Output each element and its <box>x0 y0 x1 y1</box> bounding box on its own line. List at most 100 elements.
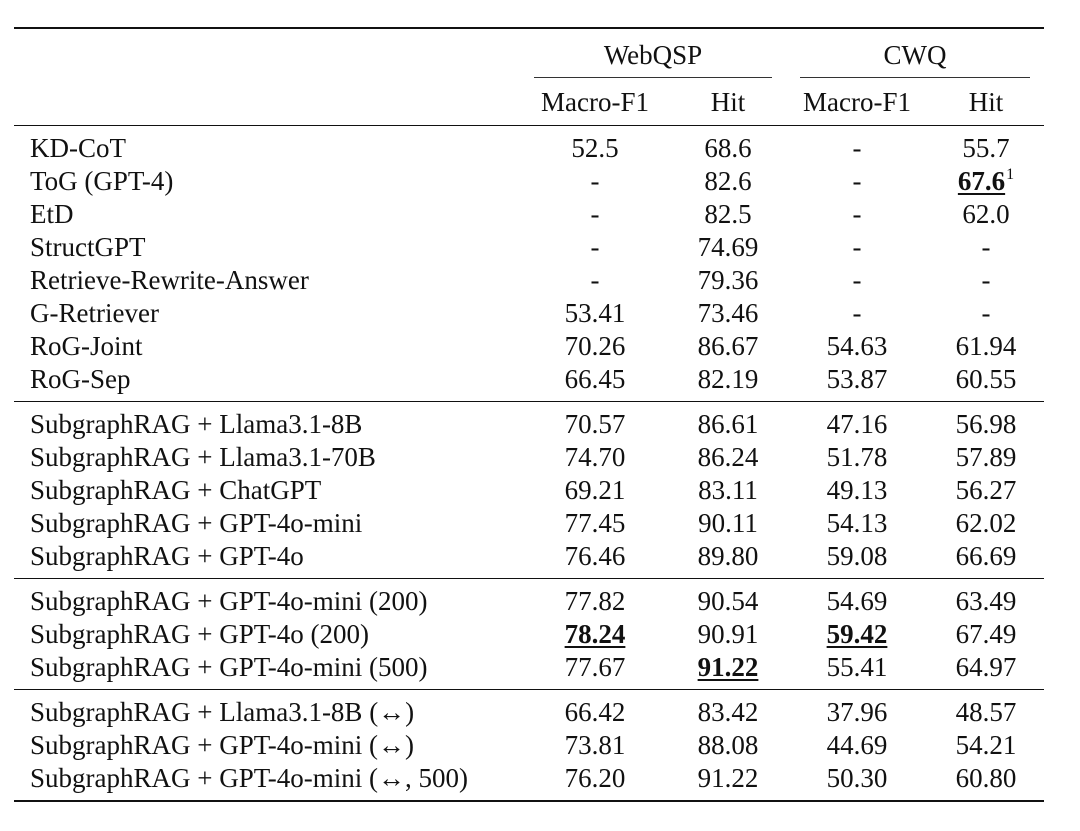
cell-value: 77.67 <box>564 651 626 682</box>
method-name-cell: SubgraphRAG + GPT-4o-mini (↔, 500) <box>30 762 468 793</box>
cwq-hit-cell: 64.97 <box>928 651 1044 690</box>
cell-value: 54.63 <box>826 330 888 361</box>
webqsp-hit-cell: 82.19 <box>670 363 786 402</box>
method-name-cell: Retrieve-Rewrite-Answer <box>30 264 309 295</box>
cell-value: - <box>981 231 991 262</box>
webqsp-hit-cell: 79.36 <box>670 264 786 297</box>
cwq-macro-f1-cell: 55.41 <box>786 651 928 690</box>
cell-value: 91.22 <box>697 762 759 793</box>
cell-value: - <box>981 297 991 328</box>
cwq-macro-f1-cell: - <box>786 264 928 297</box>
cell-value: - <box>590 198 600 229</box>
cwq-macro-f1-cell: 50.30 <box>786 762 928 801</box>
cell-value: 74.70 <box>564 441 626 472</box>
cell-value: 61.94 <box>955 330 1017 361</box>
webqsp-macro-f1-cell: - <box>520 264 670 297</box>
webqsp-hit-cell: 68.6 <box>670 125 786 165</box>
cell-value: 70.57 <box>564 408 626 439</box>
cwq-hit-cell: - <box>928 297 1044 330</box>
cwq-macro-f1-cell: 59.42 <box>786 618 928 651</box>
method-name-cell: SubgraphRAG + GPT-4o-mini (200) <box>30 585 428 616</box>
cwq-hit-cell: 66.69 <box>928 540 1044 579</box>
webqsp-hit-cell: 91.22 <box>670 762 786 801</box>
header-method-blank <box>14 28 520 78</box>
header-webqsp-macro-f1: Macro-F1 <box>541 86 649 117</box>
footnote-marker: 1 <box>1006 165 1015 183</box>
cell-value: 54.21 <box>955 729 1017 760</box>
table-row: RoG-Sep 66.45 82.19 53.87 60.55 <box>14 363 1044 402</box>
cwq-hit-cell: 56.98 <box>928 401 1044 441</box>
cell-value: 86.61 <box>697 408 759 439</box>
cwq-macro-f1-cell: 53.87 <box>786 363 928 402</box>
method-name-cell: SubgraphRAG + Llama3.1-70B <box>30 441 376 472</box>
cell-value: 79.36 <box>697 264 759 295</box>
cell-value: 90.91 <box>697 618 759 649</box>
cell-value: 77.45 <box>564 507 626 538</box>
cwq-hit-cell: 55.7 <box>928 125 1044 165</box>
table-row: StructGPT - 74.69 - - <box>14 231 1044 264</box>
cwq-hit-cell: 60.55 <box>928 363 1044 402</box>
table-row: G-Retriever 53.41 73.46 - - <box>14 297 1044 330</box>
table-header: WebQSP CWQ Macro-F1 Hit Macro-F1 Hit <box>14 28 1044 125</box>
webqsp-hit-cell: 91.22 <box>670 651 786 690</box>
table-row: KD-CoT 52.5 68.6 - 55.7 <box>14 125 1044 165</box>
table-row: SubgraphRAG + GPT-4o (200) 78.24 90.91 59.4… <box>14 618 1044 651</box>
cell-value: 56.98 <box>955 408 1017 439</box>
cell-value: 67.6 <box>957 165 1006 196</box>
cell-value: - <box>852 165 862 196</box>
webqsp-macro-f1-cell: 77.82 <box>520 578 670 618</box>
cwq-macro-f1-cell: 44.69 <box>786 729 928 762</box>
cwq-macro-f1-cell: 59.08 <box>786 540 928 579</box>
header-method-blank-2 <box>14 78 520 125</box>
cell-value: 83.11 <box>698 474 758 505</box>
webqsp-macro-f1-cell: 76.46 <box>520 540 670 579</box>
method-name-cell: SubgraphRAG + GPT-4o <box>30 540 304 571</box>
webqsp-hit-cell: 86.61 <box>670 401 786 441</box>
table-section: KD-CoT 52.5 68.6 - 55.7 ToG (GPT-4) - 82.6 - 67.6… <box>14 125 1044 401</box>
cell-value: - <box>852 231 862 262</box>
webqsp-macro-f1-cell: 70.26 <box>520 330 670 363</box>
cwq-hit-cell: - <box>928 231 1044 264</box>
table-row: RoG-Joint 70.26 86.67 54.63 61.94 <box>14 330 1044 363</box>
cwq-macro-f1-cell: 54.13 <box>786 507 928 540</box>
cell-value: 60.55 <box>955 363 1017 394</box>
cwq-macro-f1-cell: - <box>786 125 928 165</box>
cell-value: 63.49 <box>955 585 1017 616</box>
table-row: SubgraphRAG + GPT-4o-mini (↔, 500) 76.20 9… <box>14 762 1044 801</box>
webqsp-hit-cell: 90.54 <box>670 578 786 618</box>
cwq-macro-f1-cell: 37.96 <box>786 689 928 729</box>
table-row: SubgraphRAG + GPT-4o 76.46 89.80 59.08 66.69 <box>14 540 1044 579</box>
cell-value: 76.46 <box>564 540 626 571</box>
webqsp-hit-cell: 89.80 <box>670 540 786 579</box>
method-name-cell: SubgraphRAG + GPT-4o-mini (500) <box>30 651 428 682</box>
header-cwq-hit: Hit <box>968 86 1004 117</box>
cell-value: 66.69 <box>955 540 1017 571</box>
cell-value: - <box>852 198 862 229</box>
webqsp-group-rule <box>534 76 772 79</box>
cell-value: 59.08 <box>826 540 888 571</box>
table-row: SubgraphRAG + Llama3.1-70B 74.70 86.24 51.7… <box>14 441 1044 474</box>
table-row: SubgraphRAG + GPT-4o-mini (↔) 73.81 88.08 4… <box>14 729 1044 762</box>
cell-value: 86.67 <box>697 330 759 361</box>
cell-value: 62.0 <box>962 198 1010 229</box>
method-name-cell: SubgraphRAG + Llama3.1-8B <box>30 408 363 439</box>
cell-value: 70.26 <box>564 330 626 361</box>
cwq-macro-f1-cell: - <box>786 297 928 330</box>
webqsp-macro-f1-cell: 70.57 <box>520 401 670 441</box>
cell-value: 82.19 <box>697 363 759 394</box>
cwq-macro-f1-cell: 54.63 <box>786 330 928 363</box>
results-table: WebQSP CWQ Macro-F1 Hit Macro-F1 Hit KD-… <box>14 27 1044 802</box>
table-section: SubgraphRAG + Llama3.1-8B (↔) 66.42 83.42 3… <box>14 689 1044 801</box>
table-row: ToG (GPT-4) - 82.6 - 67.61 <box>14 165 1044 198</box>
cell-value: 73.46 <box>697 297 759 328</box>
webqsp-macro-f1-cell: 77.67 <box>520 651 670 690</box>
cell-value: 44.69 <box>826 729 888 760</box>
table-row: SubgraphRAG + Llama3.1-8B 70.57 86.61 47.16… <box>14 401 1044 441</box>
cwq-hit-cell: 54.21 <box>928 729 1044 762</box>
cell-value: 55.7 <box>962 132 1010 163</box>
method-name-cell: SubgraphRAG + GPT-4o-mini <box>30 507 363 538</box>
cell-value: 77.82 <box>564 585 626 616</box>
method-name-cell: SubgraphRAG + ChatGPT <box>30 474 322 505</box>
cell-value: 54.69 <box>826 585 888 616</box>
method-name-cell: G-Retriever <box>30 297 159 328</box>
